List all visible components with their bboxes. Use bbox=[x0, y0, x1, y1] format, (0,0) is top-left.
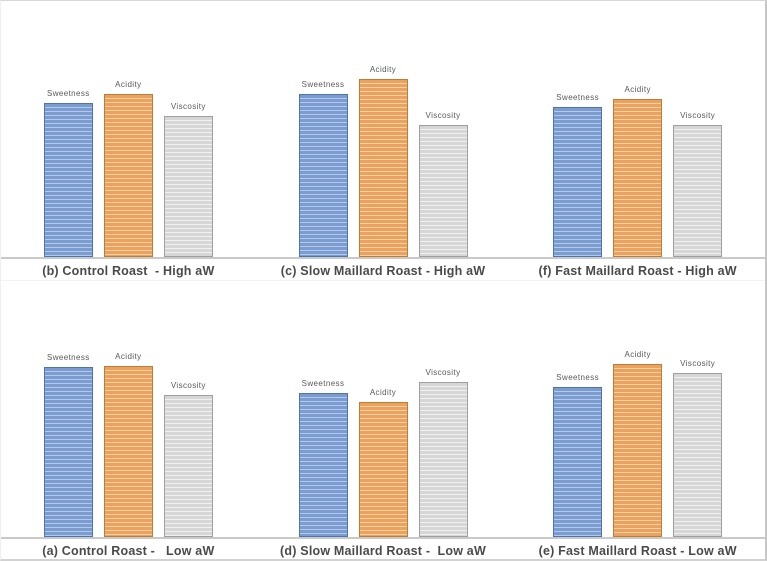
bar-viscosity bbox=[418, 382, 468, 537]
bar-sweetness bbox=[298, 393, 348, 537]
chart-caption-b: (b) Control Roast - High aW bbox=[42, 264, 215, 278]
bar-sweetness bbox=[298, 94, 348, 257]
bar-acidity bbox=[358, 402, 408, 537]
chart-caption-d: (d) Slow Maillard Roast - Low aW bbox=[280, 544, 486, 558]
bar-chart-plot: Sweetness Acidity Viscosity bbox=[510, 281, 765, 537]
bar-group-acidity: Acidity bbox=[613, 85, 663, 257]
bar-group-sweetness: Sweetness bbox=[553, 93, 603, 257]
bar-group-viscosity: Viscosity bbox=[673, 111, 723, 257]
bar-chart-plot: Sweetness Acidity Viscosity bbox=[256, 1, 511, 257]
bar-label-sweetness: Sweetness bbox=[556, 93, 600, 102]
bar-chart-plot: Sweetness Acidity Viscosity bbox=[256, 281, 511, 537]
bar-group-sweetness: Sweetness bbox=[43, 89, 93, 257]
bar-label-viscosity: Viscosity bbox=[170, 381, 206, 390]
chart-caption-c: (c) Slow Maillard Roast - High aW bbox=[280, 264, 486, 278]
bar-sweetness bbox=[43, 103, 93, 257]
axis-line bbox=[1, 257, 765, 259]
chart-panel-b: Sweetness Acidity Viscosity (b) Control Roa… bbox=[1, 1, 256, 280]
bar-group-viscosity: Viscosity bbox=[163, 381, 213, 537]
chart-panel-c: Sweetness Acidity Viscosity (c) Slow Mailla… bbox=[256, 1, 511, 280]
bar-group-sweetness: Sweetness bbox=[298, 379, 348, 537]
bar-label-acidity: Acidity bbox=[115, 352, 142, 361]
chart-panel-f: Sweetness Acidity Viscosity (f) Fast Mailla… bbox=[510, 1, 765, 280]
bar-label-viscosity: Viscosity bbox=[680, 359, 716, 368]
bar-chart-plot: Sweetness Acidity Viscosity bbox=[510, 1, 765, 257]
bar-acidity bbox=[103, 366, 153, 537]
bar-label-viscosity: Viscosity bbox=[170, 102, 206, 111]
bar-sweetness bbox=[43, 367, 93, 537]
bar-sweetness bbox=[553, 387, 603, 537]
bar-group-viscosity: Viscosity bbox=[418, 368, 468, 537]
bar-group-sweetness: Sweetness bbox=[298, 80, 348, 257]
chart-row-high-aw: Sweetness Acidity Viscosity (b) Control Roa… bbox=[1, 1, 765, 281]
chart-caption-a: (a) Control Roast - Low aW bbox=[42, 544, 215, 558]
bar-sweetness bbox=[553, 107, 603, 257]
chart-panel-d: Sweetness Acidity Viscosity (d) Slow Mailla… bbox=[256, 281, 511, 559]
bar-group-acidity: Acidity bbox=[358, 388, 408, 537]
chart-row-low-aw: Sweetness Acidity Viscosity (a) Control Roa… bbox=[1, 281, 765, 559]
bar-group-acidity: Acidity bbox=[103, 80, 153, 257]
bar-group-sweetness: Sweetness bbox=[553, 373, 603, 537]
bar-group-acidity: Acidity bbox=[103, 352, 153, 537]
bar-group-acidity: Acidity bbox=[358, 65, 408, 257]
bar-label-acidity: Acidity bbox=[624, 85, 651, 94]
bar-viscosity bbox=[673, 373, 723, 537]
bar-viscosity bbox=[673, 125, 723, 257]
bar-acidity bbox=[358, 79, 408, 257]
bar-label-sweetness: Sweetness bbox=[46, 353, 90, 362]
chart-panel-a: Sweetness Acidity Viscosity (a) Control Roa… bbox=[1, 281, 256, 559]
bar-acidity bbox=[613, 99, 663, 257]
bar-label-viscosity: Viscosity bbox=[425, 111, 461, 120]
bar-label-sweetness: Sweetness bbox=[556, 373, 600, 382]
bar-label-acidity: Acidity bbox=[624, 350, 651, 359]
bar-label-sweetness: Sweetness bbox=[46, 89, 90, 98]
bar-label-acidity: Acidity bbox=[115, 80, 142, 89]
bar-label-viscosity: Viscosity bbox=[425, 368, 461, 377]
bar-group-sweetness: Sweetness bbox=[43, 353, 93, 537]
chart-caption-e: (e) Fast Maillard Roast - Low aW bbox=[538, 544, 737, 558]
bar-viscosity bbox=[418, 125, 468, 257]
bar-group-acidity: Acidity bbox=[613, 350, 663, 537]
bar-group-viscosity: Viscosity bbox=[163, 102, 213, 257]
bar-group-viscosity: Viscosity bbox=[418, 111, 468, 257]
chart-panel-e: Sweetness Acidity Viscosity (e) Fast Mailla… bbox=[510, 281, 765, 559]
bar-label-acidity: Acidity bbox=[369, 65, 397, 74]
bar-group-viscosity: Viscosity bbox=[673, 359, 723, 537]
bar-viscosity bbox=[163, 395, 213, 537]
bar-label-viscosity: Viscosity bbox=[680, 111, 716, 120]
bar-label-sweetness: Sweetness bbox=[301, 379, 345, 388]
bar-viscosity bbox=[163, 116, 213, 257]
bar-label-sweetness: Sweetness bbox=[301, 80, 345, 89]
bar-acidity bbox=[613, 364, 663, 537]
bar-acidity bbox=[103, 94, 153, 257]
axis-line bbox=[1, 537, 765, 539]
bar-chart-plot: Sweetness Acidity Viscosity bbox=[1, 281, 256, 537]
chart-caption-f: (f) Fast Maillard Roast - High aW bbox=[538, 264, 737, 278]
bar-chart-plot: Sweetness Acidity Viscosity bbox=[1, 1, 256, 257]
bar-label-acidity: Acidity bbox=[369, 388, 397, 397]
